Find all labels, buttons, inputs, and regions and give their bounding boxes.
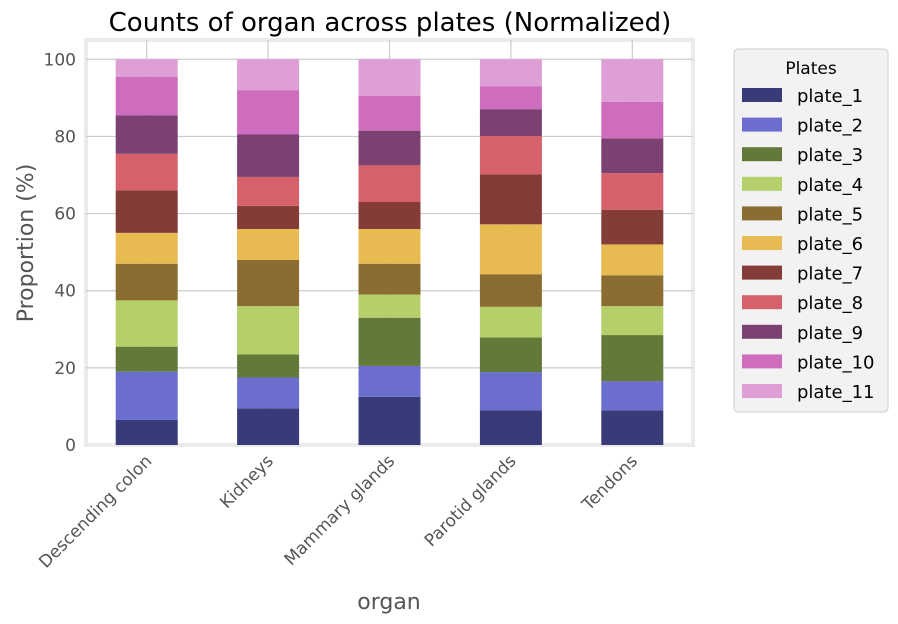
legend-swatch-plate_5	[742, 206, 782, 221]
bar-segment-plate_8	[479, 136, 542, 175]
legend-label: plate_3	[797, 145, 863, 166]
legend-swatch-plate_10	[742, 354, 782, 369]
bar-segment-plate_9	[601, 138, 664, 174]
x-tick-label: Kidneys	[216, 451, 277, 512]
legend-swatch-plate_1	[742, 88, 782, 102]
bar-segment-plate_3	[237, 354, 300, 378]
x-tick-label: Tendons	[578, 451, 642, 515]
bars	[115, 59, 664, 445]
legend-label: plate_7	[797, 264, 863, 285]
bar-segment-plate_9	[358, 130, 421, 166]
legend-label: plate_10	[797, 352, 875, 373]
bar-segment-plate_1	[601, 410, 664, 445]
y-tick-label: 60	[54, 205, 76, 225]
y-tick-label: 100	[44, 50, 76, 70]
y-tick-label: 0	[65, 436, 76, 456]
legend-swatch-plate_2	[742, 117, 782, 132]
bar-segment-plate_9	[115, 115, 178, 154]
bar-segment-plate_7	[601, 209, 664, 245]
legend-swatch-plate_11	[742, 384, 782, 398]
bar-segment-plate_3	[601, 335, 664, 382]
bar-segment-plate_4	[601, 306, 664, 336]
bar-segment-plate_5	[358, 263, 421, 295]
legend-label: plate_1	[797, 86, 863, 107]
bar-segment-plate_10	[601, 101, 664, 139]
bar-segment-plate_2	[601, 381, 664, 411]
bar-segment-plate_2	[358, 365, 421, 397]
bar-segment-plate_11	[479, 59, 542, 87]
bar-segment-plate_6	[358, 229, 421, 264]
bar-segment-plate_4	[358, 294, 421, 318]
legend-swatch-plate_6	[742, 236, 782, 250]
y-tick-label: 20	[54, 359, 76, 379]
bar-segment-plate_5	[115, 263, 178, 301]
bar-segment-plate_5	[237, 259, 300, 307]
legend-swatch-plate_7	[742, 265, 782, 280]
bar-segment-plate_1	[115, 419, 178, 445]
legend-title: Plates	[785, 59, 837, 79]
legend-label: plate_2	[797, 116, 863, 137]
legend-label: plate_4	[797, 175, 863, 196]
bar-segment-plate_2	[115, 371, 178, 420]
bar-segment-plate_9	[479, 109, 542, 137]
bar-segment-plate_9	[237, 134, 300, 177]
legend-box	[733, 48, 889, 413]
legend-items: plate_1 plate_2 plate_3 plate_4 plate_5plate…	[742, 86, 875, 403]
y-axis-label: Proportion (%)	[14, 164, 39, 323]
bar-segment-plate_7	[479, 174, 542, 225]
bar-segment-plate_6	[237, 229, 300, 260]
legend-swatch-plate_4	[742, 176, 782, 191]
chart-title: Counts of organ across plates (Normalize…	[109, 8, 672, 38]
bar-segment-plate_8	[237, 176, 300, 206]
legend-label: plate_8	[797, 293, 863, 314]
bar-segment-plate_3	[115, 346, 178, 372]
bar-segment-plate_11	[115, 59, 178, 77]
bar-segment-plate_6	[601, 244, 664, 276]
bar-segment-plate_4	[237, 306, 300, 355]
bar-segment-plate_4	[479, 306, 542, 338]
y-tick-label: 40	[54, 282, 76, 302]
bar-segment-plate_1	[358, 396, 421, 445]
bar-segment-plate_7	[358, 202, 421, 229]
bar-segment-plate_7	[115, 190, 178, 233]
bar-segment-plate_8	[115, 153, 178, 191]
legend: Plates plate_1plate_2plate_3plate_4plate…	[733, 48, 889, 413]
bar-segment-plate_5	[601, 275, 664, 307]
x-tick-label: Parotid glands	[421, 451, 521, 551]
legend-label: plate_11	[797, 382, 875, 403]
bar-segment-plate_2	[479, 372, 542, 411]
bar-segment-plate_3	[479, 337, 542, 373]
x-tick-label: Mammary glands	[281, 451, 399, 569]
y-tick-label: 80	[54, 127, 76, 147]
bar-segment-plate_10	[358, 95, 421, 131]
bar-segment-plate_7	[237, 205, 300, 229]
legend-label: plate_9	[797, 323, 863, 344]
x-axis-label: organ	[357, 590, 421, 615]
bar-segment-plate_1	[237, 408, 300, 445]
bar-segment-plate_6	[479, 224, 542, 275]
legend-swatch-plate_8	[742, 295, 782, 310]
bar-segment-plate_6	[115, 232, 178, 264]
bar-segment-plate_10	[115, 76, 178, 116]
bar-segment-plate_5	[479, 274, 542, 307]
legend-swatch-plate_9	[742, 324, 782, 339]
bar-segment-plate_3	[358, 317, 421, 366]
bar-segment-plate_11	[601, 59, 664, 102]
bar-segment-plate_11	[358, 59, 421, 96]
x-tick-label: Descending colon	[35, 451, 156, 572]
y-axis: 0 20 40 60 80 100	[44, 50, 76, 456]
bar-segment-plate_8	[358, 165, 421, 202]
x-axis: Descending colon Kidneys Mammary glands Par…	[35, 451, 642, 572]
bar-segment-plate_8	[601, 173, 664, 210]
bar-segment-plate_2	[237, 377, 300, 409]
legend-label: plate_5	[797, 204, 863, 225]
bar-segment-plate_1	[479, 410, 542, 445]
bar-segment-plate_10	[237, 90, 300, 135]
legend-label: plate_6	[797, 234, 863, 255]
bar-segment-plate_10	[479, 86, 542, 110]
bar-segment-plate_4	[115, 300, 178, 347]
legend-swatch-plate_3	[742, 147, 782, 162]
bar-segment-plate_11	[237, 59, 300, 91]
